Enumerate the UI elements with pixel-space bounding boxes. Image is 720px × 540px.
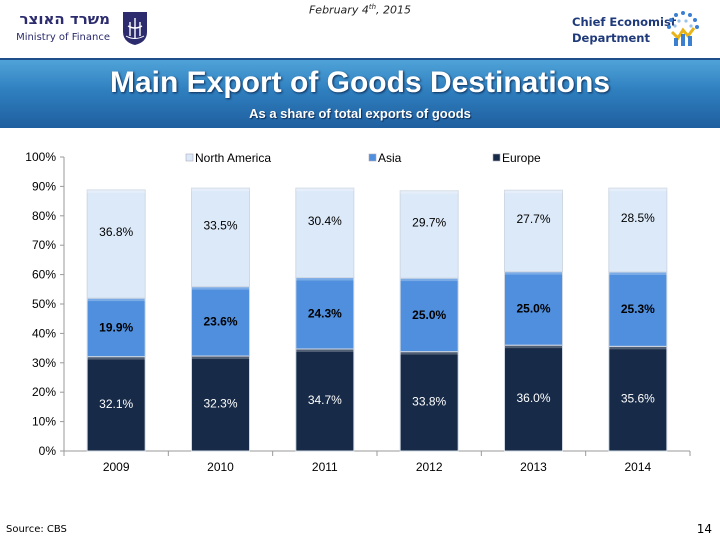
bar-segment-europe (191, 355, 250, 452)
ministry-english-name: Ministry of Finance (16, 32, 110, 43)
data-label-north-america: 36.8% (99, 225, 133, 239)
bar-segment-north-america (399, 190, 459, 279)
legend-swatch-north-america (185, 153, 194, 162)
chief-economist-logo-icon (667, 11, 699, 46)
x-tick-label: 2011 (312, 460, 338, 474)
data-label-north-america: 30.4% (308, 214, 342, 228)
x-tick-label: 2012 (416, 460, 443, 474)
x-tick-label: 2009 (103, 460, 130, 474)
bar-segment-highlight (400, 190, 459, 194)
legend-swatch-asia (368, 153, 377, 162)
bar-segment-north-america (608, 187, 668, 273)
y-tick-label: 40% (32, 326, 56, 340)
bar-segment-north-america (295, 187, 355, 279)
x-tick-label: 2014 (624, 460, 651, 474)
data-label-europe: 32.3% (203, 397, 237, 411)
data-label-europe: 33.8% (412, 394, 446, 408)
bar-segment-highlight (191, 188, 250, 192)
bar-segment-europe (295, 348, 355, 452)
data-label-asia: 25.0% (516, 301, 550, 315)
bar-segment-north-america (191, 187, 250, 288)
ministry-hebrew-name: משרד האוצר (19, 10, 111, 28)
legend-label: Asia (378, 151, 402, 165)
y-tick-label: 20% (32, 385, 56, 399)
banner-top-rule (0, 58, 720, 61)
date-year: , 2015 (376, 3, 412, 17)
bar-segment-europe (399, 351, 459, 452)
bar-segment-highlight (608, 188, 667, 192)
bar-segment-europe (608, 345, 668, 452)
page-number: 14 (696, 522, 712, 536)
bar-segment-asia (295, 277, 355, 350)
bar-segment-highlight (608, 346, 667, 350)
data-label-europe: 32.1% (99, 397, 133, 411)
slide-title: Main Export of Goods Destinations (109, 66, 611, 99)
x-tick-label: 2013 (520, 460, 547, 474)
stacked-bar-chart: 0% 10% 20% 30% 40% 50% 60% 70% 80% 90% 100% 2009 201… (25, 150, 691, 474)
data-label-north-america: 33.5% (203, 218, 237, 232)
data-label-asia: 19.9% (99, 320, 133, 334)
bar-segment-highlight (295, 348, 354, 352)
date-header: February 4th, 2015 (0, 3, 720, 17)
x-tick-label: 2010 (207, 460, 234, 474)
y-tick-label: 100% (25, 150, 56, 164)
bar-segment-asia (86, 297, 146, 358)
y-tick-label: 60% (32, 268, 56, 282)
bar-segment-asia (504, 271, 563, 346)
bar-segment-highlight (400, 278, 459, 282)
data-label-north-america: 27.7% (516, 212, 550, 226)
bar-segment-highlight (504, 271, 563, 275)
bar-segment-highlight (87, 298, 146, 302)
legend-swatch-europe (492, 153, 501, 162)
bar-segment-highlight (87, 189, 146, 193)
bar-segment-highlight (295, 277, 354, 281)
title-banner (0, 60, 720, 128)
source-note: Source: CBS (6, 524, 67, 535)
bar-segment-highlight (191, 356, 250, 360)
bar-segment-highlight (400, 351, 459, 355)
y-tick-label: 80% (32, 209, 56, 223)
data-label-north-america: 28.5% (621, 211, 655, 225)
department-line-2: Department (572, 31, 650, 45)
bar-segment-highlight (504, 190, 563, 194)
bar-segment-north-america (504, 189, 563, 273)
bar-segment-highlight (504, 345, 563, 349)
y-tick-label: 70% (32, 238, 56, 252)
bar-segment-highlight (191, 286, 250, 290)
y-tick-label: 0% (39, 444, 57, 458)
legend-label: Europe (502, 151, 541, 165)
data-label-asia: 23.6% (203, 314, 237, 328)
bar-segment-north-america (86, 189, 146, 299)
data-label-asia: 24.3% (308, 306, 342, 320)
date-suffix-sup: th (368, 3, 377, 11)
bar-segment-highlight (608, 271, 667, 275)
data-label-asia: 25.3% (621, 302, 655, 316)
slide-subtitle: As a share of total exports of goods (249, 106, 471, 121)
bar-segment-europe (86, 356, 146, 452)
data-label-asia: 25.0% (412, 308, 446, 322)
bar-segment-asia (608, 271, 668, 347)
y-tick-label: 50% (32, 297, 56, 311)
bar-segment-highlight (87, 356, 146, 360)
data-label-north-america: 29.7% (412, 215, 446, 229)
y-tick-label: 10% (32, 415, 56, 429)
y-tick-label: 30% (32, 356, 56, 370)
department-name: Chief Economist Department (572, 14, 676, 46)
bar-segment-asia (399, 277, 459, 353)
data-label-europe: 35.6% (621, 392, 655, 406)
date-prefix: February 4 (308, 3, 369, 17)
bar-segment-highlight (295, 188, 354, 192)
state-emblem-icon (123, 12, 147, 45)
department-line-1: Chief Economist (572, 15, 677, 29)
y-tick-label: 90% (32, 179, 56, 193)
data-label-europe: 36.0% (516, 391, 550, 405)
data-label-europe: 34.7% (308, 393, 342, 407)
legend-label: North America (195, 151, 271, 165)
